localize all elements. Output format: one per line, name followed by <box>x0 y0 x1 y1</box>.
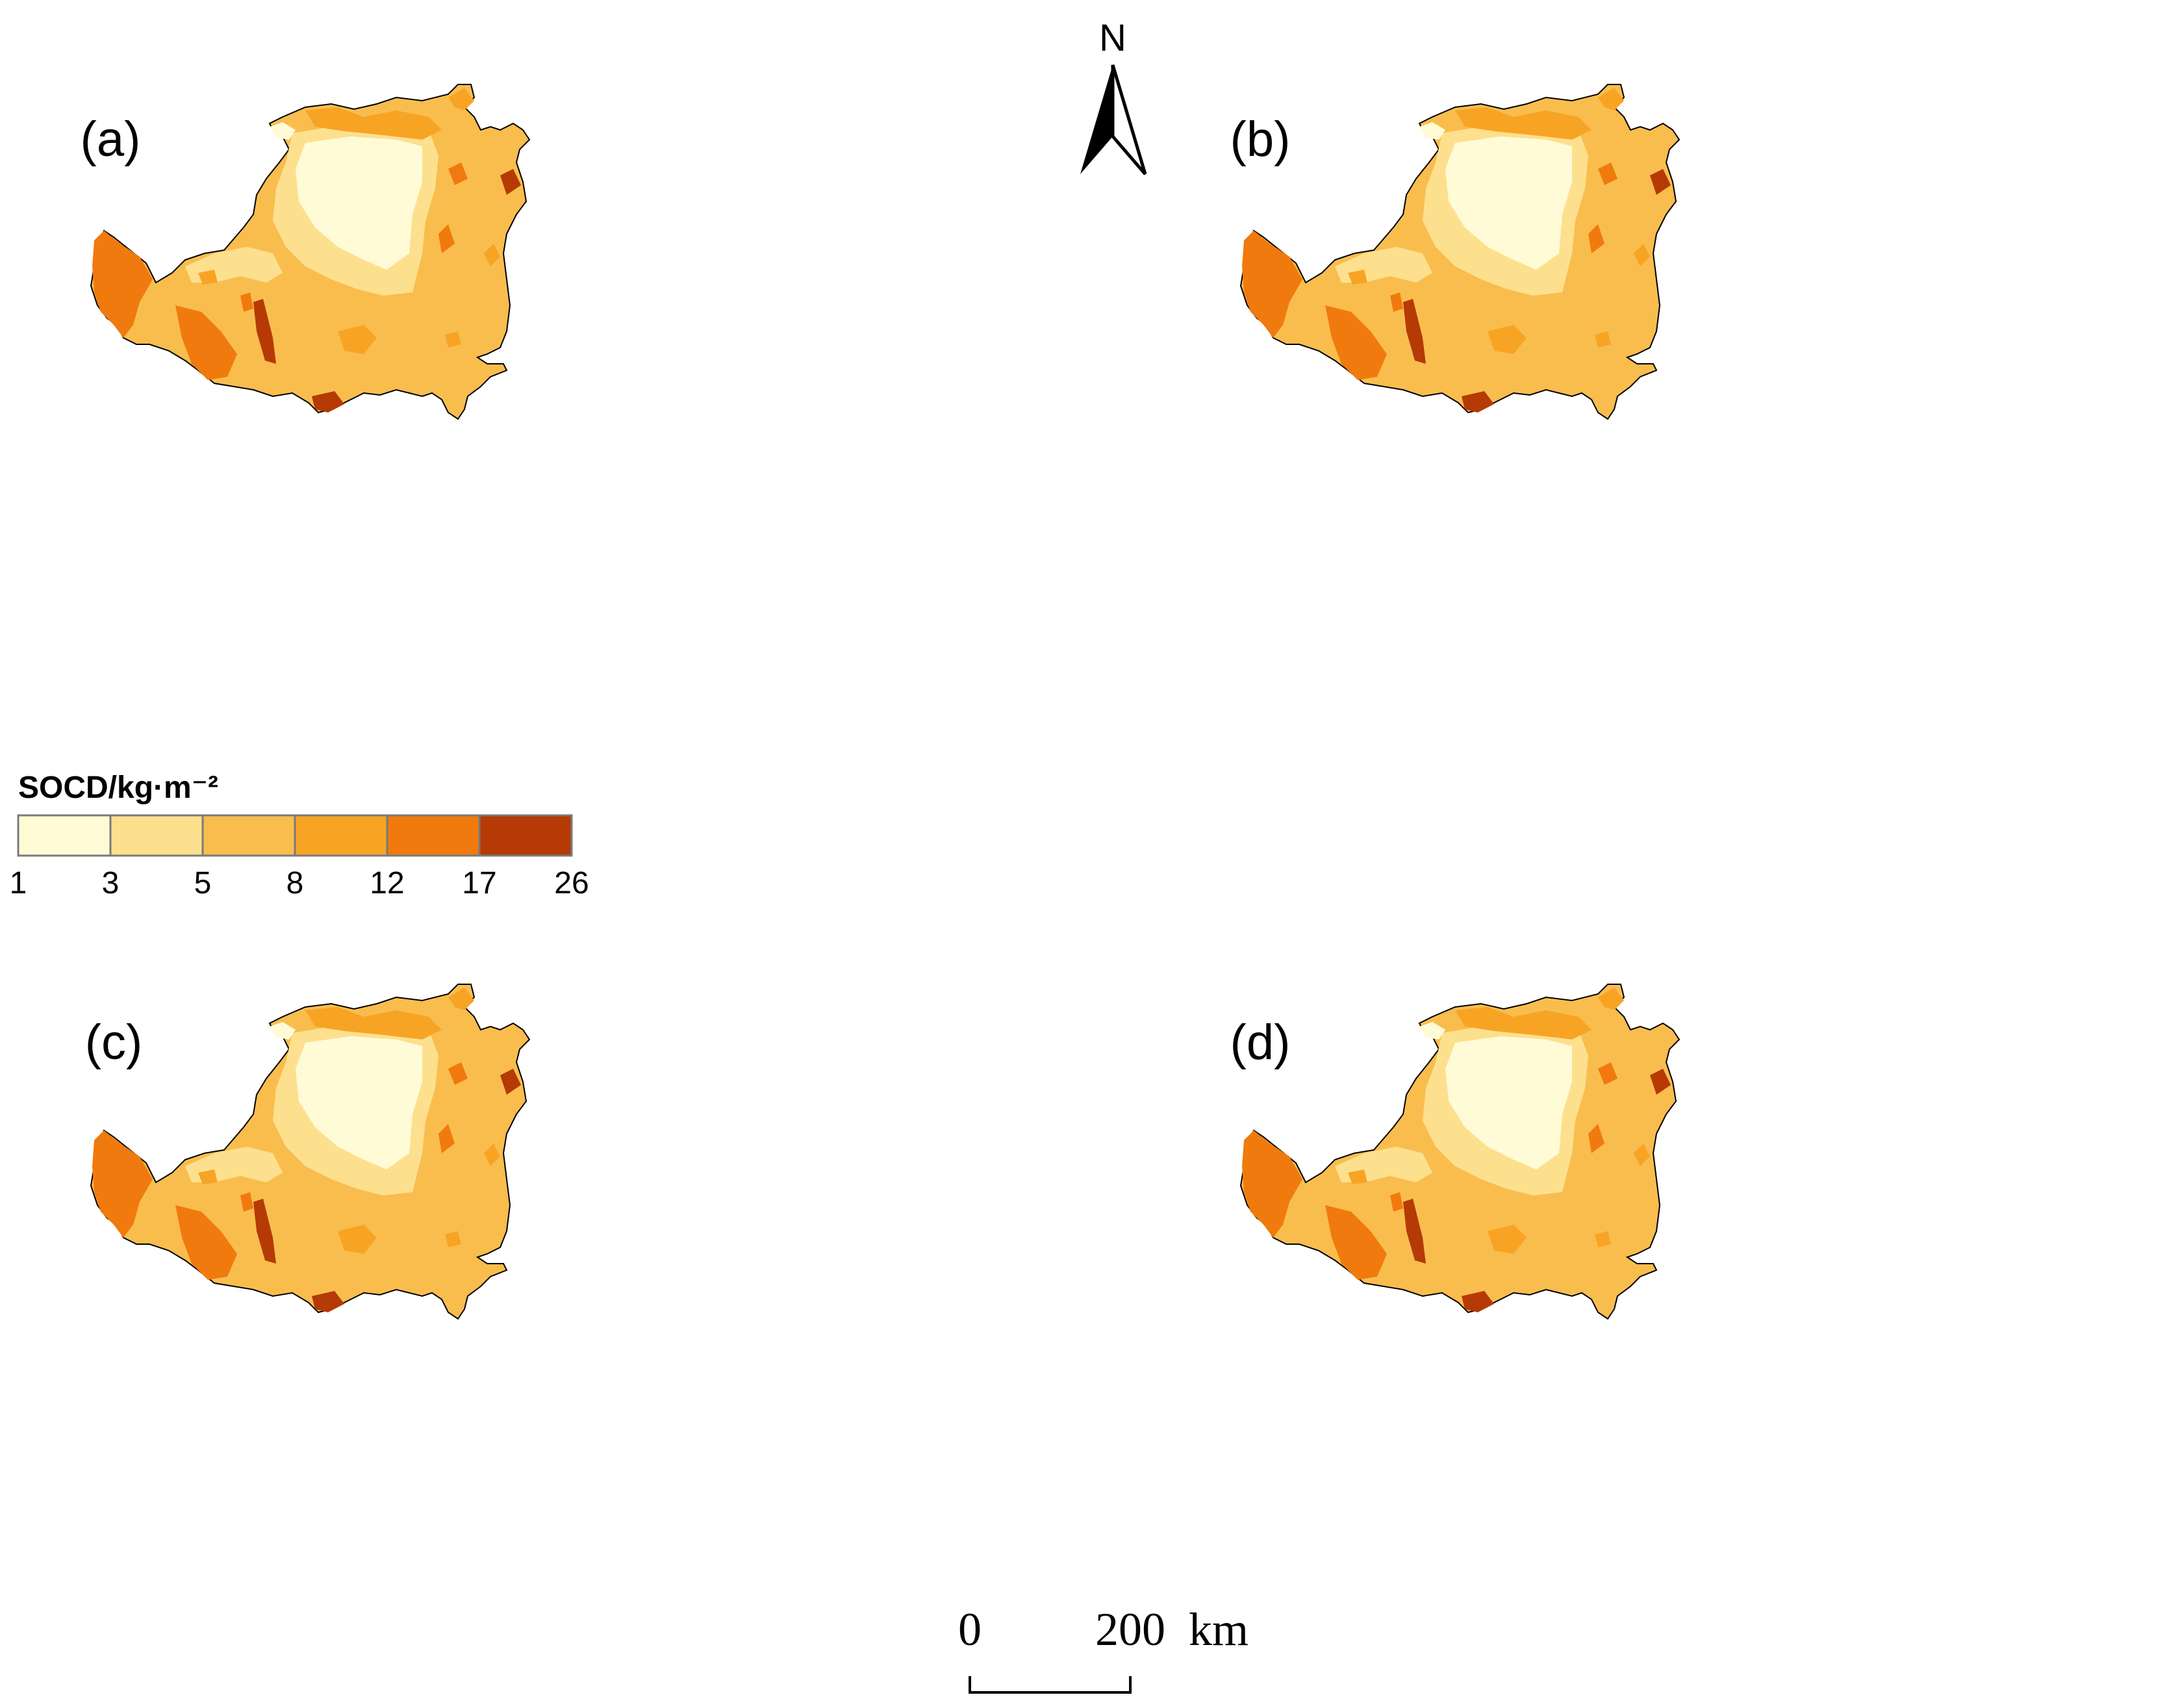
socd-map <box>1240 984 1680 1319</box>
map-panel-d: (d) <box>1230 984 1680 1319</box>
legend-break-label: 8 <box>286 866 304 900</box>
legend-break-label: 12 <box>370 866 404 900</box>
legend-swatch <box>386 814 481 857</box>
legend-swatches <box>17 814 573 857</box>
legend-swatch <box>109 814 204 857</box>
panel-label: (a) <box>81 112 141 167</box>
legend-labels: 1 3 5 8 12 17 26 <box>10 866 589 900</box>
legend-break-label: 26 <box>554 866 589 900</box>
map-panel-b: (b) <box>1230 84 1680 420</box>
legend: SOCD/kg·m⁻² 1 3 5 8 12 17 26 <box>10 771 589 900</box>
north-arrow: N <box>1080 17 1147 175</box>
north-arrow-label: N <box>1099 17 1126 59</box>
legend-break-label: 5 <box>194 866 212 900</box>
legend-swatch <box>201 814 296 857</box>
north-arrow-icon <box>1080 65 1113 174</box>
legend-swatch <box>294 814 388 857</box>
scale-bar-start-label: 0 <box>958 1603 982 1655</box>
legend-swatch <box>478 814 573 857</box>
map-panels: (a) (b) (c) (d) <box>81 84 1680 1319</box>
socd-map <box>90 84 530 420</box>
scale-bar-end-label: 200 <box>1095 1603 1165 1655</box>
panel-label: (c) <box>85 1015 143 1070</box>
scale-bar-line <box>969 1676 1132 1694</box>
panel-label: (b) <box>1230 112 1291 167</box>
legend-break-label: 3 <box>102 866 120 900</box>
scale-bar-unit: km <box>1189 1603 1249 1655</box>
panel-label: (d) <box>1230 1015 1291 1070</box>
map-panel-a: (a) <box>81 84 530 420</box>
map-panel-c: (c) <box>85 984 530 1319</box>
legend-break-label: 1 <box>10 866 27 900</box>
scale-bar: 0 200 km <box>958 1603 1249 1694</box>
legend-swatch <box>17 814 112 857</box>
socd-map <box>90 984 530 1319</box>
socd-map <box>1240 84 1680 420</box>
legend-break-label: 17 <box>462 866 496 900</box>
legend-title: SOCD/kg·m⁻² <box>18 771 218 805</box>
